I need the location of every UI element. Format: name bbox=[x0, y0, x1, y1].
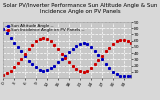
Legend: Sun Altitude Angle --, Sun Incidence Angle on PV Panels --: Sun Altitude Angle --, Sun Incidence Ang… bbox=[5, 24, 85, 32]
Text: Solar PV/Inverter Performance Sun Altitude Angle & Sun Incidence Angle on PV Pan: Solar PV/Inverter Performance Sun Altitu… bbox=[3, 3, 157, 14]
